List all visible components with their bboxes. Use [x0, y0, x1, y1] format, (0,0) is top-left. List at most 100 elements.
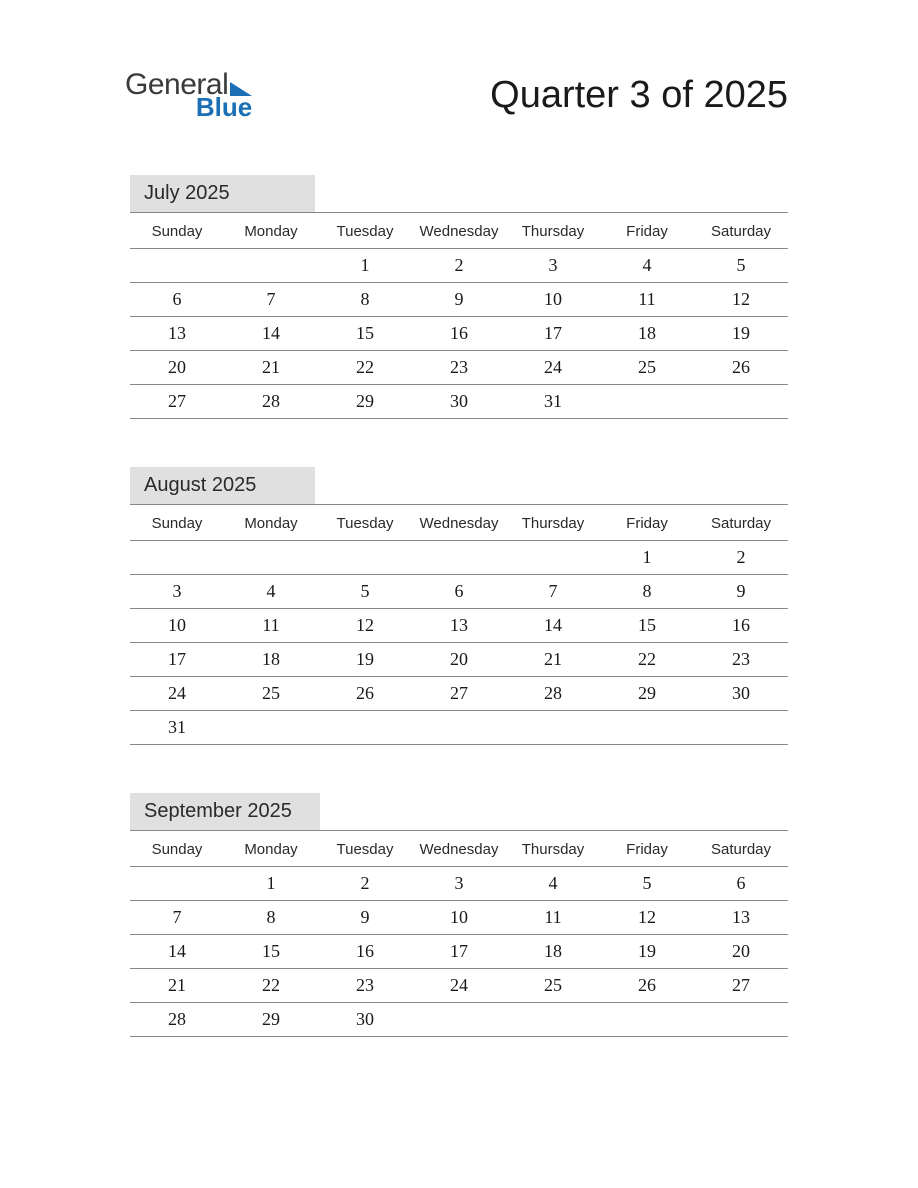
month-block: August 2025SundayMondayTuesdayWednesdayT…	[60, 467, 858, 745]
day-header: Tuesday	[318, 505, 412, 541]
calendar-empty-cell	[506, 1003, 600, 1037]
calendar-day-cell: 1	[224, 867, 318, 901]
calendar-empty-cell	[412, 541, 506, 575]
calendar-day-cell: 27	[412, 677, 506, 711]
calendar-day-cell: 19	[694, 317, 788, 351]
calendar-empty-cell	[130, 867, 224, 901]
calendar-day-cell: 20	[694, 935, 788, 969]
calendar-day-cell: 11	[506, 901, 600, 935]
calendar-day-cell: 28	[506, 677, 600, 711]
day-header: Monday	[224, 831, 318, 867]
calendar-day-cell: 3	[130, 575, 224, 609]
calendar-day-cell: 11	[224, 609, 318, 643]
calendar-empty-cell	[412, 711, 506, 745]
calendar-day-cell: 4	[506, 867, 600, 901]
calendar-empty-cell	[130, 249, 224, 283]
calendar-empty-cell	[224, 711, 318, 745]
calendar-day-cell: 19	[318, 643, 412, 677]
calendar-day-cell: 7	[506, 575, 600, 609]
calendar-week-row: 17181920212223	[130, 643, 788, 677]
logo-text-blue: Blue	[196, 94, 252, 120]
calendar-day-cell: 3	[412, 867, 506, 901]
calendar-day-cell: 27	[694, 969, 788, 1003]
calendar-day-cell: 25	[600, 351, 694, 385]
calendar-day-cell: 17	[506, 317, 600, 351]
calendar-day-cell: 15	[318, 317, 412, 351]
month-block: July 2025SundayMondayTuesdayWednesdayThu…	[60, 175, 858, 419]
logo: General Blue	[125, 70, 252, 120]
calendar-day-cell: 18	[600, 317, 694, 351]
calendar-week-row: 31	[130, 711, 788, 745]
calendar-day-cell: 29	[318, 385, 412, 419]
calendar-empty-cell	[600, 1003, 694, 1037]
calendar-day-cell: 2	[318, 867, 412, 901]
calendar-day-cell: 7	[130, 901, 224, 935]
calendar-day-cell: 16	[412, 317, 506, 351]
day-header: Sunday	[130, 213, 224, 249]
calendar-day-cell: 29	[600, 677, 694, 711]
calendar-day-cell: 28	[130, 1003, 224, 1037]
calendar-day-cell: 23	[412, 351, 506, 385]
calendar-day-cell: 24	[412, 969, 506, 1003]
day-header: Wednesday	[412, 213, 506, 249]
calendar-day-cell: 10	[130, 609, 224, 643]
day-header: Friday	[600, 505, 694, 541]
calendar-week-row: 12	[130, 541, 788, 575]
calendar-day-cell: 31	[506, 385, 600, 419]
calendar-day-cell: 11	[600, 283, 694, 317]
calendar-day-cell: 28	[224, 385, 318, 419]
calendar-day-cell: 30	[318, 1003, 412, 1037]
calendar-day-cell: 9	[412, 283, 506, 317]
month-label: July 2025	[130, 175, 315, 212]
calendar-day-cell: 31	[130, 711, 224, 745]
calendar-empty-cell	[224, 541, 318, 575]
calendar-day-cell: 22	[224, 969, 318, 1003]
calendar-empty-cell	[506, 541, 600, 575]
day-header: Tuesday	[318, 831, 412, 867]
day-header: Saturday	[694, 213, 788, 249]
month-label: September 2025	[130, 793, 320, 830]
calendar-day-cell: 26	[318, 677, 412, 711]
calendar-week-row: 10111213141516	[130, 609, 788, 643]
calendar-day-cell: 14	[224, 317, 318, 351]
calendar-week-row: 2728293031	[130, 385, 788, 419]
calendar-day-cell: 13	[694, 901, 788, 935]
calendar-day-cell: 14	[130, 935, 224, 969]
calendar-day-cell: 29	[224, 1003, 318, 1037]
calendar-day-cell: 12	[694, 283, 788, 317]
day-header: Sunday	[130, 831, 224, 867]
calendar-day-cell: 8	[318, 283, 412, 317]
calendar-week-row: 21222324252627	[130, 969, 788, 1003]
calendar-day-cell: 12	[600, 901, 694, 935]
calendar-empty-cell	[600, 711, 694, 745]
calendar-day-cell: 22	[600, 643, 694, 677]
calendar-day-cell: 25	[506, 969, 600, 1003]
calendar-day-cell: 20	[130, 351, 224, 385]
calendar-day-cell: 24	[130, 677, 224, 711]
calendar-week-row: 14151617181920	[130, 935, 788, 969]
day-header: Friday	[600, 831, 694, 867]
day-header: Monday	[224, 213, 318, 249]
calendar-day-cell: 12	[318, 609, 412, 643]
day-header: Sunday	[130, 505, 224, 541]
calendar-week-row: 123456	[130, 867, 788, 901]
calendar-empty-cell	[318, 541, 412, 575]
month-block: September 2025SundayMondayTuesdayWednesd…	[60, 793, 858, 1037]
calendar-empty-cell	[600, 385, 694, 419]
calendar-empty-cell	[318, 711, 412, 745]
page-title: Quarter 3 of 2025	[490, 74, 788, 117]
calendar-day-cell: 1	[600, 541, 694, 575]
day-header: Friday	[600, 213, 694, 249]
calendar-week-row: 24252627282930	[130, 677, 788, 711]
calendar-day-cell: 22	[318, 351, 412, 385]
day-header: Wednesday	[412, 831, 506, 867]
calendar-day-cell: 17	[130, 643, 224, 677]
day-header: Thursday	[506, 505, 600, 541]
calendar-day-cell: 8	[224, 901, 318, 935]
calendar-table: SundayMondayTuesdayWednesdayThursdayFrid…	[130, 212, 788, 419]
calendar-day-cell: 6	[694, 867, 788, 901]
calendar-day-cell: 4	[224, 575, 318, 609]
calendar-empty-cell	[694, 711, 788, 745]
calendar-day-cell: 4	[600, 249, 694, 283]
calendar-empty-cell	[130, 541, 224, 575]
